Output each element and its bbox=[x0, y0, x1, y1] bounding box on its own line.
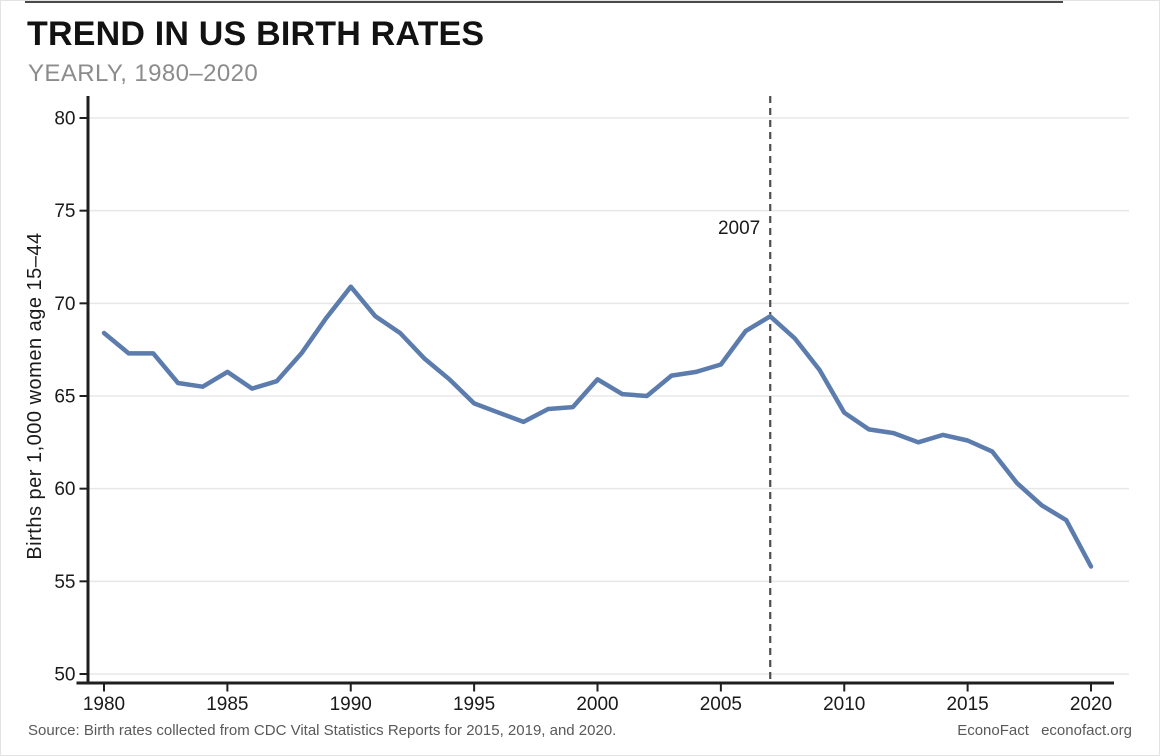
annotation-label: 2007 bbox=[718, 218, 760, 239]
y-tick-label: 80 bbox=[54, 109, 75, 130]
x-tick-label: 1990 bbox=[330, 694, 372, 715]
y-tick-label: 55 bbox=[54, 572, 75, 593]
source-note: Source: Birth rates collected from CDC V… bbox=[28, 722, 617, 739]
x-tick-label: 1980 bbox=[83, 694, 125, 715]
x-tick-label: 2005 bbox=[700, 694, 742, 715]
birth-rate-line bbox=[101, 284, 1094, 569]
page-title: TREND IN US BIRTH RATES bbox=[27, 15, 485, 53]
y-tick-label: 60 bbox=[54, 479, 75, 500]
brand-name: EconoFact bbox=[957, 722, 1029, 739]
x-tick-label: 2015 bbox=[946, 694, 988, 715]
y-axis-title: Births per 1,000 women age 15–44 bbox=[24, 232, 46, 559]
y-tick-label: 50 bbox=[54, 664, 75, 685]
top-border-line bbox=[25, 1, 1063, 3]
x-tick-label: 2020 bbox=[1070, 694, 1112, 715]
y-tick-label: 70 bbox=[54, 294, 75, 315]
brand-url: econofact.org bbox=[1041, 722, 1132, 739]
x-tick-label: 1985 bbox=[206, 694, 248, 715]
credit-line: EconoFact econofact.org bbox=[949, 722, 1132, 739]
x-tick-label: 2010 bbox=[823, 694, 865, 715]
y-tick-label: 65 bbox=[54, 386, 75, 407]
chart-subtitle: YEARLY, 1980–2020 bbox=[28, 60, 259, 87]
x-tick-label: 2000 bbox=[576, 694, 618, 715]
x-tick-label: 1995 bbox=[453, 694, 495, 715]
y-tick-label: 75 bbox=[54, 201, 75, 222]
